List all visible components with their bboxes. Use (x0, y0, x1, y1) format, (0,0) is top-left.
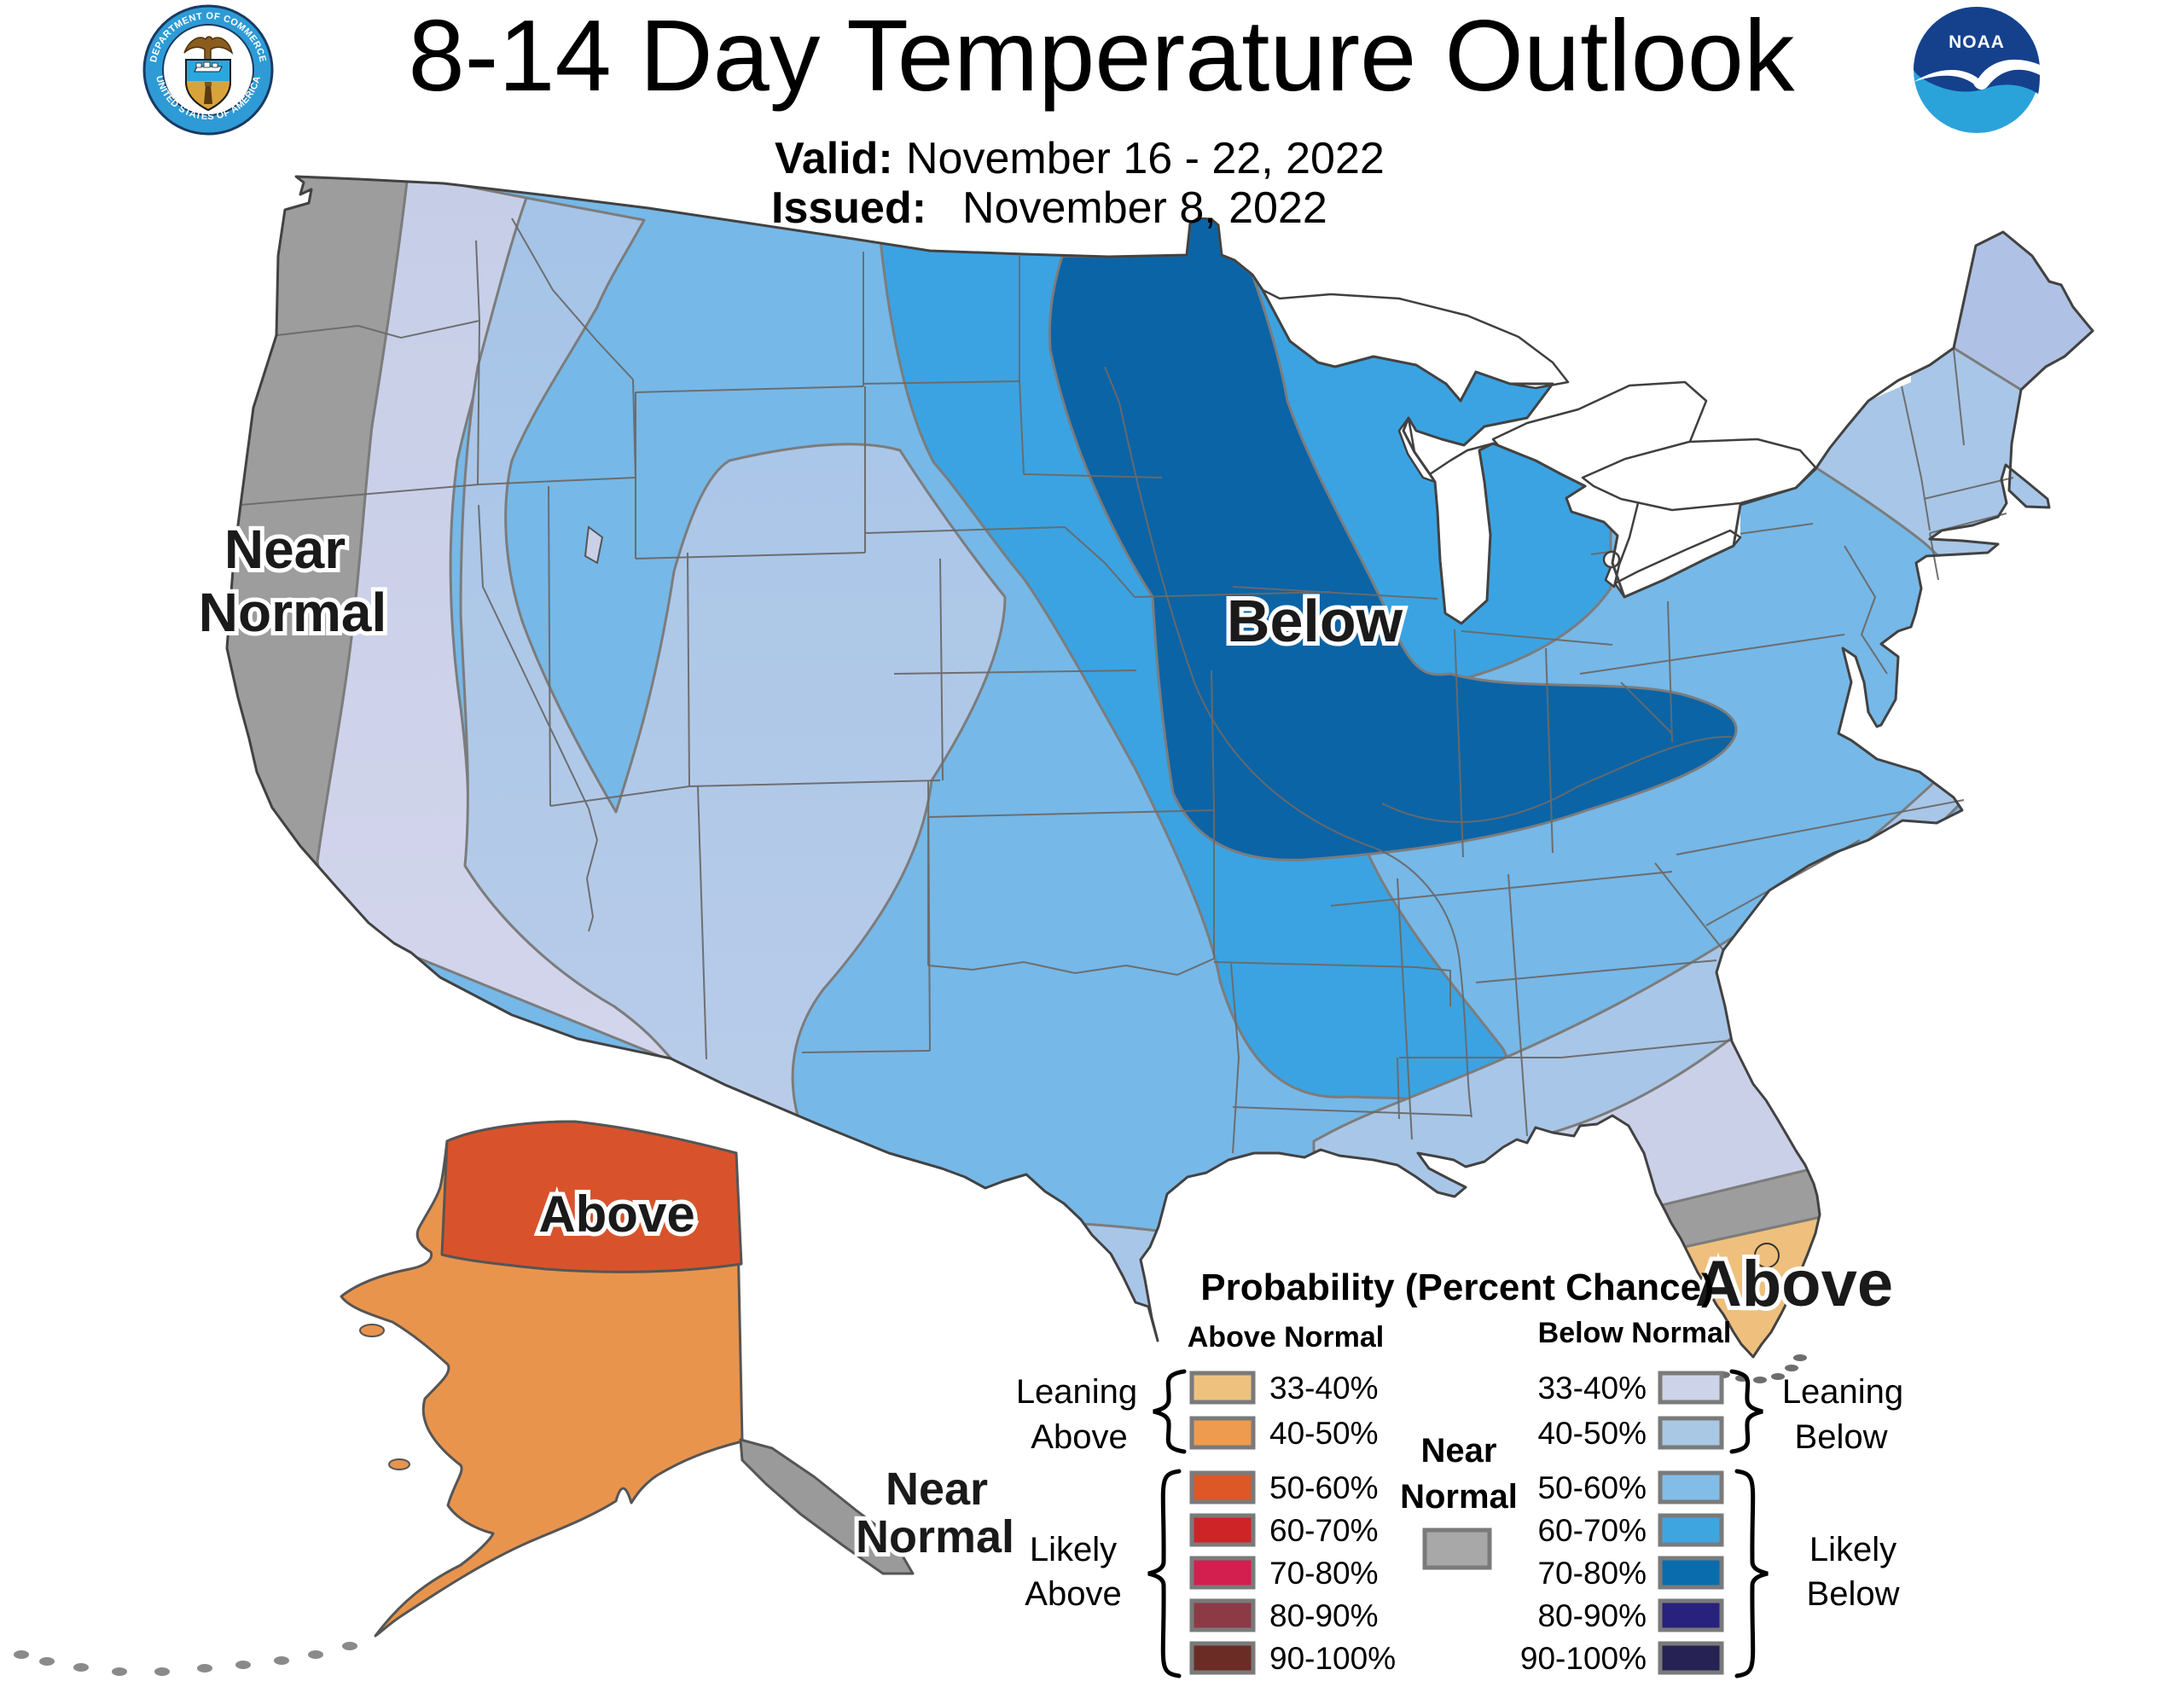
svg-text:Leaning: Leaning (1782, 1373, 1903, 1411)
svg-text:90-100%: 90-100% (1269, 1641, 1396, 1676)
svg-text:50-60%: 50-60% (1537, 1470, 1647, 1505)
svg-text:Likely: Likely (1030, 1531, 1117, 1568)
svg-text:Normal: Normal (856, 1511, 1014, 1562)
svg-text:Likely: Likely (1809, 1531, 1896, 1568)
svg-text:Near: Near (1421, 1432, 1497, 1470)
svg-text:Near: Near (886, 1464, 988, 1515)
svg-text:60-70%: 60-70% (1269, 1513, 1379, 1548)
svg-text:60-70%: 60-70% (1537, 1513, 1647, 1548)
svg-text:8-14 Day Temperature Outlook: 8-14 Day Temperature Outlook (409, 0, 1795, 113)
svg-text:80-90%: 80-90% (1537, 1598, 1647, 1633)
svg-text:Above: Above (1025, 1575, 1121, 1613)
svg-text:Probability (Percent Chance): Probability (Percent Chance) (1200, 1267, 1713, 1308)
svg-text:Above: Above (1031, 1418, 1127, 1456)
svg-text:Normal: Normal (199, 582, 387, 643)
svg-text:Below: Below (1807, 1575, 1900, 1613)
svg-text:Below Normal: Below Normal (1538, 1317, 1732, 1349)
svg-text:80-90%: 80-90% (1269, 1598, 1379, 1633)
svg-text:90-100%: 90-100% (1520, 1641, 1647, 1676)
svg-text:Valid:November 16 - 22, 2022: Valid: November 16 - 22, 2022 (775, 134, 1385, 183)
svg-text:Above: Above (538, 1186, 694, 1243)
svg-text:Above: Above (1695, 1248, 1893, 1320)
svg-text:Above Normal: Above Normal (1188, 1321, 1385, 1354)
svg-text:50-60%: 50-60% (1269, 1470, 1379, 1505)
svg-text:NOAA: NOAA (1949, 32, 2005, 52)
svg-text:70-80%: 70-80% (1537, 1556, 1647, 1591)
svg-text:33-40%: 33-40% (1269, 1371, 1379, 1406)
svg-text:40-50%: 40-50% (1269, 1416, 1379, 1451)
svg-text:Issued:November 8, 2022: Issued: November 8, 2022 (771, 183, 1327, 233)
svg-text:33-40%: 33-40% (1537, 1371, 1647, 1406)
svg-text:Below: Below (1227, 588, 1403, 654)
svg-text:40-50%: 40-50% (1537, 1416, 1647, 1451)
svg-text:Near: Near (224, 519, 346, 580)
svg-text:70-80%: 70-80% (1269, 1556, 1379, 1591)
svg-text:Leaning: Leaning (1016, 1373, 1137, 1411)
svg-text:Below: Below (1795, 1418, 1888, 1456)
svg-text:Normal: Normal (1400, 1478, 1518, 1516)
